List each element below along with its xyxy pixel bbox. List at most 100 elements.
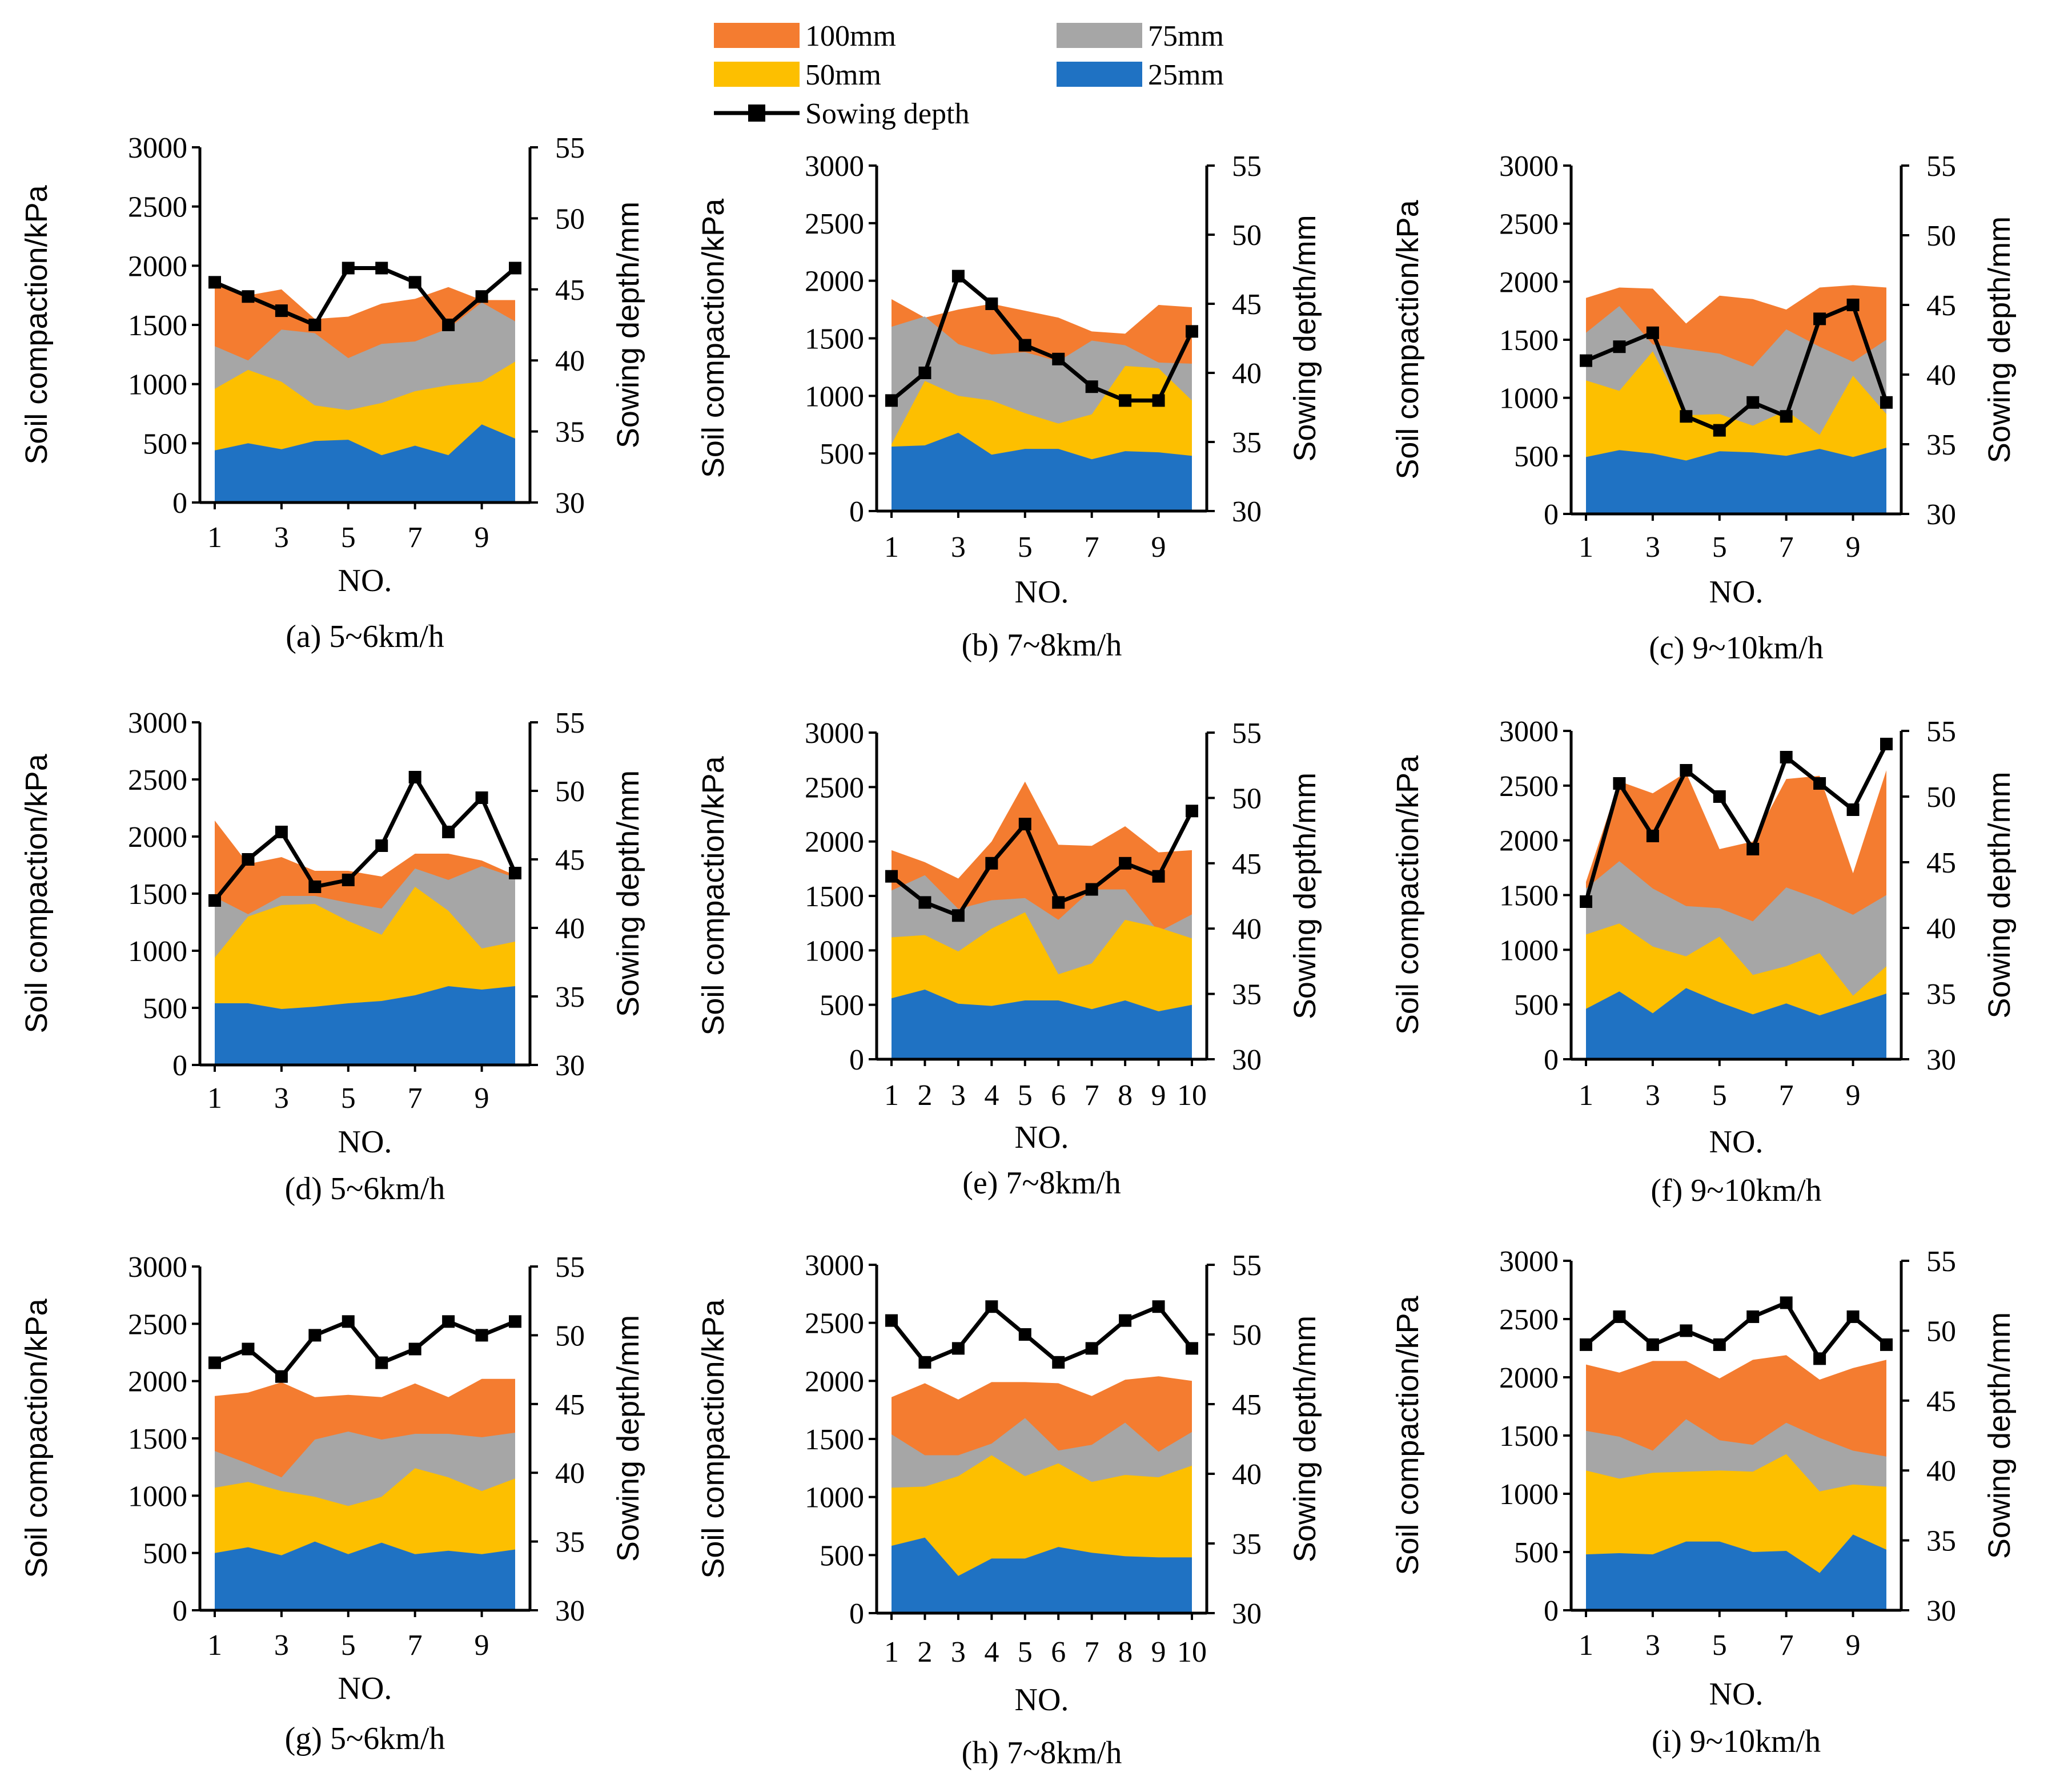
y2-tick-label: 35: [1926, 978, 1956, 1011]
y-tick-label: 2500: [1499, 208, 1559, 241]
y2-tick-label: 45: [1232, 1389, 1262, 1421]
y2-tick-label: 50: [1926, 781, 1956, 814]
y-tick-label: 0: [1544, 498, 1559, 531]
y2-tick-label: 30: [555, 1595, 585, 1627]
y2-axis-title: Sowing depth/mm: [1982, 216, 2017, 463]
y2-tick-label: 40: [1926, 359, 1956, 392]
sowing-depth-marker: [985, 298, 998, 310]
sowing-depth-marker: [1713, 1338, 1726, 1351]
y-tick-label: 500: [1514, 440, 1559, 473]
y-tick-label: 2000: [128, 1366, 187, 1398]
sowing-depth-marker: [1780, 751, 1793, 763]
y2-tick-label: 35: [1926, 1525, 1956, 1558]
sowing-depth-marker: [342, 262, 355, 275]
sowing-depth-marker: [951, 1342, 965, 1355]
y2-tick-label: 45: [555, 844, 585, 877]
panel-caption: (c) 9~10km/h: [1649, 630, 1824, 666]
x-tick-label: 9: [1846, 1629, 1861, 1662]
area-25mm: [892, 432, 1192, 511]
sowing-depth-marker: [1746, 843, 1760, 855]
y-tick-label: 2500: [1499, 770, 1559, 803]
sowing-depth-marker: [1846, 1310, 1860, 1323]
sowing-depth-marker: [1186, 325, 1198, 338]
x-tick-label: 7: [408, 1082, 423, 1115]
sowing-depth-marker: [1152, 870, 1165, 883]
y-axis-title: Soil compaction/kPa: [1391, 1295, 1425, 1575]
legend-label-s100: 100mm: [805, 20, 896, 53]
sowing-depth-marker: [1018, 1328, 1031, 1341]
x-tick-label: 3: [274, 521, 289, 554]
sowing-depth-marker: [1680, 410, 1693, 423]
sowing-depth-marker: [1680, 764, 1693, 777]
sowing-depth-marker: [1846, 803, 1860, 816]
y-tick-label: 1000: [1499, 1478, 1559, 1511]
sowing-depth-marker: [509, 1315, 521, 1328]
y-tick-label: 0: [172, 487, 187, 520]
y-tick-label: 2000: [1499, 1362, 1559, 1394]
sowing-depth-marker: [1018, 818, 1031, 831]
x-tick-label: 1: [884, 531, 899, 564]
legend-marker-depth: [748, 104, 765, 122]
sowing-depth-marker: [275, 304, 288, 317]
sowing-depth-marker: [375, 1356, 388, 1369]
y2-tick-label: 55: [1232, 150, 1262, 183]
y2-tick-label: 55: [1926, 1245, 1956, 1278]
sowing-depth-line: [890, 1304, 1194, 1365]
sowing-depth-marker: [1646, 830, 1659, 842]
y2-tick-label: 40: [555, 1457, 585, 1490]
y-tick-label: 0: [1544, 1595, 1559, 1627]
y-tick-label: 1000: [805, 380, 864, 413]
sowing-depth-marker: [375, 262, 388, 275]
y-axis-title: Soil compaction/kPa: [19, 753, 54, 1033]
x-tick-label: 2: [917, 1636, 932, 1669]
x-tick-label: 9: [1846, 1079, 1861, 1112]
sowing-depth-marker: [275, 826, 288, 838]
sowing-depth-marker: [1119, 394, 1132, 407]
panel-caption: (a) 5~6km/h: [286, 619, 444, 654]
area-25mm: [892, 1537, 1192, 1613]
sowing-depth-marker: [308, 319, 322, 331]
x-axis-title: NO.: [1015, 574, 1069, 610]
y2-axis-title: Sowing depth/mm: [1288, 1316, 1322, 1562]
y2-tick-label: 50: [555, 775, 585, 808]
sowing-depth-marker: [1052, 352, 1065, 365]
sowing-depth-marker: [375, 839, 388, 852]
x-tick-label: 1: [207, 521, 222, 554]
sowing-depth-marker: [985, 1300, 998, 1313]
y-tick-label: 500: [820, 990, 864, 1022]
x-tick-label: 3: [1645, 531, 1660, 564]
y2-tick-label: 35: [1926, 429, 1956, 461]
x-tick-label: 9: [475, 1082, 489, 1115]
sowing-depth-marker: [509, 262, 521, 275]
y2-axis-title: Sowing depth/mm: [1982, 771, 2017, 1018]
sowing-depth-line: [890, 810, 1194, 918]
y-tick-label: 0: [172, 1595, 187, 1627]
sowing-depth-marker: [408, 1342, 421, 1356]
sowing-depth-marker: [918, 367, 931, 379]
y-tick-label: 1500: [805, 881, 864, 913]
x-tick-label: 7: [1779, 1629, 1794, 1662]
x-axis-title: NO.: [1709, 1677, 1764, 1712]
sowing-depth-marker: [1880, 396, 1893, 409]
y2-axis-title: Sowing depth/mm: [1288, 773, 1322, 1019]
area-25mm: [1586, 988, 1886, 1059]
x-tick-label: 5: [1712, 531, 1727, 564]
x-tick-label: 5: [1018, 531, 1033, 564]
x-tick-label: 6: [1051, 1636, 1066, 1669]
y2-tick-label: 30: [1926, 1595, 1956, 1627]
sowing-depth-marker: [1713, 790, 1726, 803]
y2-tick-label: 45: [1926, 1385, 1956, 1418]
y2-tick-label: 30: [555, 487, 585, 520]
y2-tick-label: 50: [555, 1320, 585, 1352]
panel-caption: (b) 7~8km/h: [962, 628, 1122, 663]
y-tick-label: 1000: [1499, 934, 1559, 967]
sowing-depth-marker: [1846, 299, 1860, 311]
legend-item-s25: 25mm: [1057, 59, 1224, 91]
x-tick-label: 1: [1579, 1629, 1593, 1662]
sowing-depth-marker: [1580, 1338, 1592, 1351]
